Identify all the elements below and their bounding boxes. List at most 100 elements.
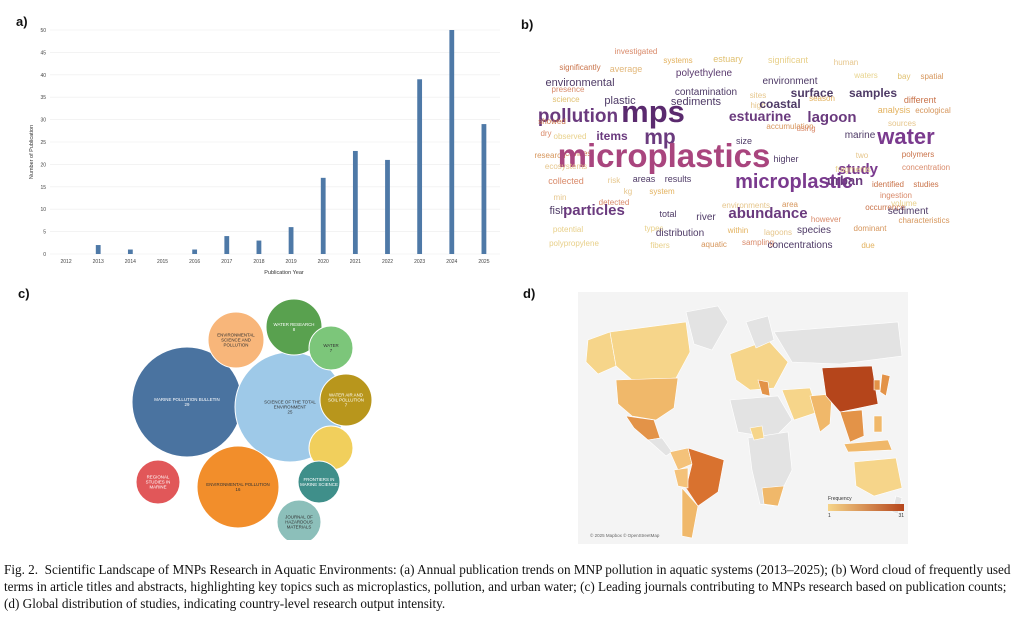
word-risk: risk [608,176,621,185]
bubble-regional-studies-in-marine [135,459,181,505]
panel-label-b: b) [521,17,534,32]
word-environment: environment [762,76,817,87]
word-human: human [834,58,858,67]
y-tick-label: 0 [43,252,46,258]
word-aquatic: aquatic [701,240,727,249]
panel-label-d: d) [523,286,536,301]
word-kg: kg [624,187,632,196]
word-area: area [782,200,799,209]
word-microplastic: microplastic [735,171,853,193]
bubble-frontiers-in-marine-science [297,460,341,504]
x-tick-label: 2016 [189,259,200,265]
word-bay: bay [898,72,911,81]
word-collected: collected [548,176,584,186]
word-dominant: dominant [854,224,888,233]
map-philippines [873,415,883,433]
y-tick-label: 45 [40,50,46,56]
y-axis-label: Number of Publication [29,125,35,179]
word-characteristics: characteristics [898,216,949,225]
word-urban: urban [827,173,863,188]
x-tick-label: 2015 [157,259,168,265]
word-marine: marine [845,130,876,141]
word-concentrations: concentrations [767,240,832,251]
bubble-label: MARINE POLLUTION BULLETIN [154,397,219,402]
bubble-value: 8 [293,327,296,332]
bubble-water [308,325,354,371]
bubble-label: REGIONAL STUDIES IN MARINE [146,474,171,489]
word-polypropylene: polypropylene [549,239,599,248]
word-studies: studies [913,180,938,189]
x-tick-label: 2020 [318,259,329,265]
word-abundance: abundance [728,205,807,222]
word-using: using [796,124,815,133]
bar-2013 [95,245,101,254]
bar-2017 [224,236,230,254]
word-accumulation: accumulation [766,122,813,131]
word-dry: dry [540,129,551,138]
word-showed: showed [538,117,566,126]
bubble-label: WATER RESEARCH [274,322,315,327]
map-india [809,393,833,433]
caption-lead: Fig. 2. [4,562,39,577]
y-tick-label: 5 [43,230,46,236]
y-tick-label: 20 [40,162,46,168]
map-south-africa [761,485,785,507]
y-tick-label: 10 [40,207,46,213]
word-spatial: spatial [920,72,943,81]
word-sites: sites [750,91,766,100]
word-polyethylene: polyethylene [676,68,733,79]
word-total: total [659,209,676,219]
bubble-water-research [265,298,323,356]
map-korea [873,379,881,391]
bubble-value: 7 [330,348,333,353]
word-areas: areas [633,174,656,184]
word-estuarine: estuarine [729,108,791,124]
bubble-label: SCIENCE OF THE TOTAL ENVIRONMENT [264,399,316,409]
y-tick-label: 50 [40,28,46,34]
x-tick-label: 2022 [382,259,393,265]
panel-label-a: a) [16,14,28,29]
map-russia [773,321,903,365]
bar-2024 [449,30,455,254]
word-fibers: fibers [650,241,670,250]
word-average: average [610,64,643,74]
map-argentina [681,487,699,539]
legend-max: 31 [898,513,904,519]
word-concentration: concentration [902,163,950,172]
bar-2021 [352,150,358,254]
map-southeast-asia [839,409,865,443]
y-tick-label: 30 [40,118,46,124]
x-tick-label: 2021 [350,259,361,265]
word-due: due [861,241,875,250]
word-potential: potential [553,225,583,234]
word-coastal: coastal [759,97,800,111]
word-observed: observed [554,132,587,141]
word-water: water [876,124,935,149]
word-however: however [811,215,842,224]
bar-2025 [481,124,487,254]
word-sediments: sediments [671,96,722,108]
x-tick-label: 2014 [125,259,136,265]
y-tick-label: 35 [40,95,46,101]
word-season: season [809,94,835,103]
word-ecological: ecological [915,106,951,115]
panel-label-c: c) [18,286,30,301]
map-china [821,365,879,413]
word-samples: samples [849,86,897,100]
word-pollution: pollution [538,106,618,127]
map-japan [879,373,891,397]
x-tick-label: 2013 [93,259,104,265]
map-africa-north [729,395,793,439]
word-items: items [596,129,628,143]
bubble-value: 29 [185,402,190,407]
word-mp: mp [644,126,676,149]
map-canada [609,321,691,381]
bubble-label: ENVIRONMENTAL POLLUTION [206,482,269,487]
bar-2019 [288,227,294,254]
caption-text: Scientific Landscape of MNPs Research in… [4,562,1011,611]
word-river: river [696,212,716,223]
map-peru [673,467,689,489]
word-mps: mps [621,94,685,129]
bubble-label: FRONTIERS IN MARINE SCIENCE [300,477,338,487]
